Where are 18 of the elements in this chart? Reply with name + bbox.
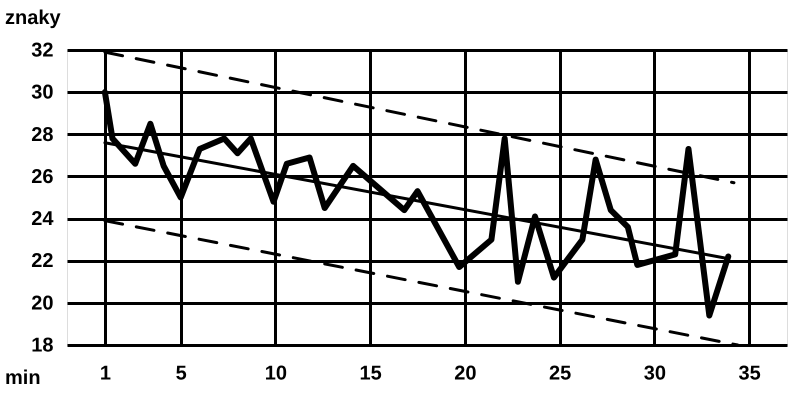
x-tick-label: 25 (549, 362, 572, 384)
x-tick-label: 15 (360, 362, 382, 384)
x-tick-label: 30 (644, 362, 666, 384)
y-tick-label: 18 (31, 334, 54, 356)
y-tick-label: 20 (31, 292, 54, 314)
y-tick-label: 22 (31, 250, 54, 272)
x-tick-label: 1 (100, 362, 111, 384)
y-tick-label: 24 (31, 208, 54, 230)
x-axis-title: min (5, 367, 41, 389)
x-tick-label: 5 (176, 362, 187, 384)
y-tick-label: 26 (31, 166, 54, 188)
y-tick-label: 32 (31, 40, 54, 62)
x-tick-label: 20 (454, 362, 477, 384)
y-axis-title: znaky (5, 7, 62, 29)
y-tick-label: 28 (31, 124, 54, 146)
y-tick-label: 30 (31, 82, 54, 104)
x-tick-label: 10 (264, 362, 288, 384)
x-tick-label: 35 (738, 362, 761, 384)
